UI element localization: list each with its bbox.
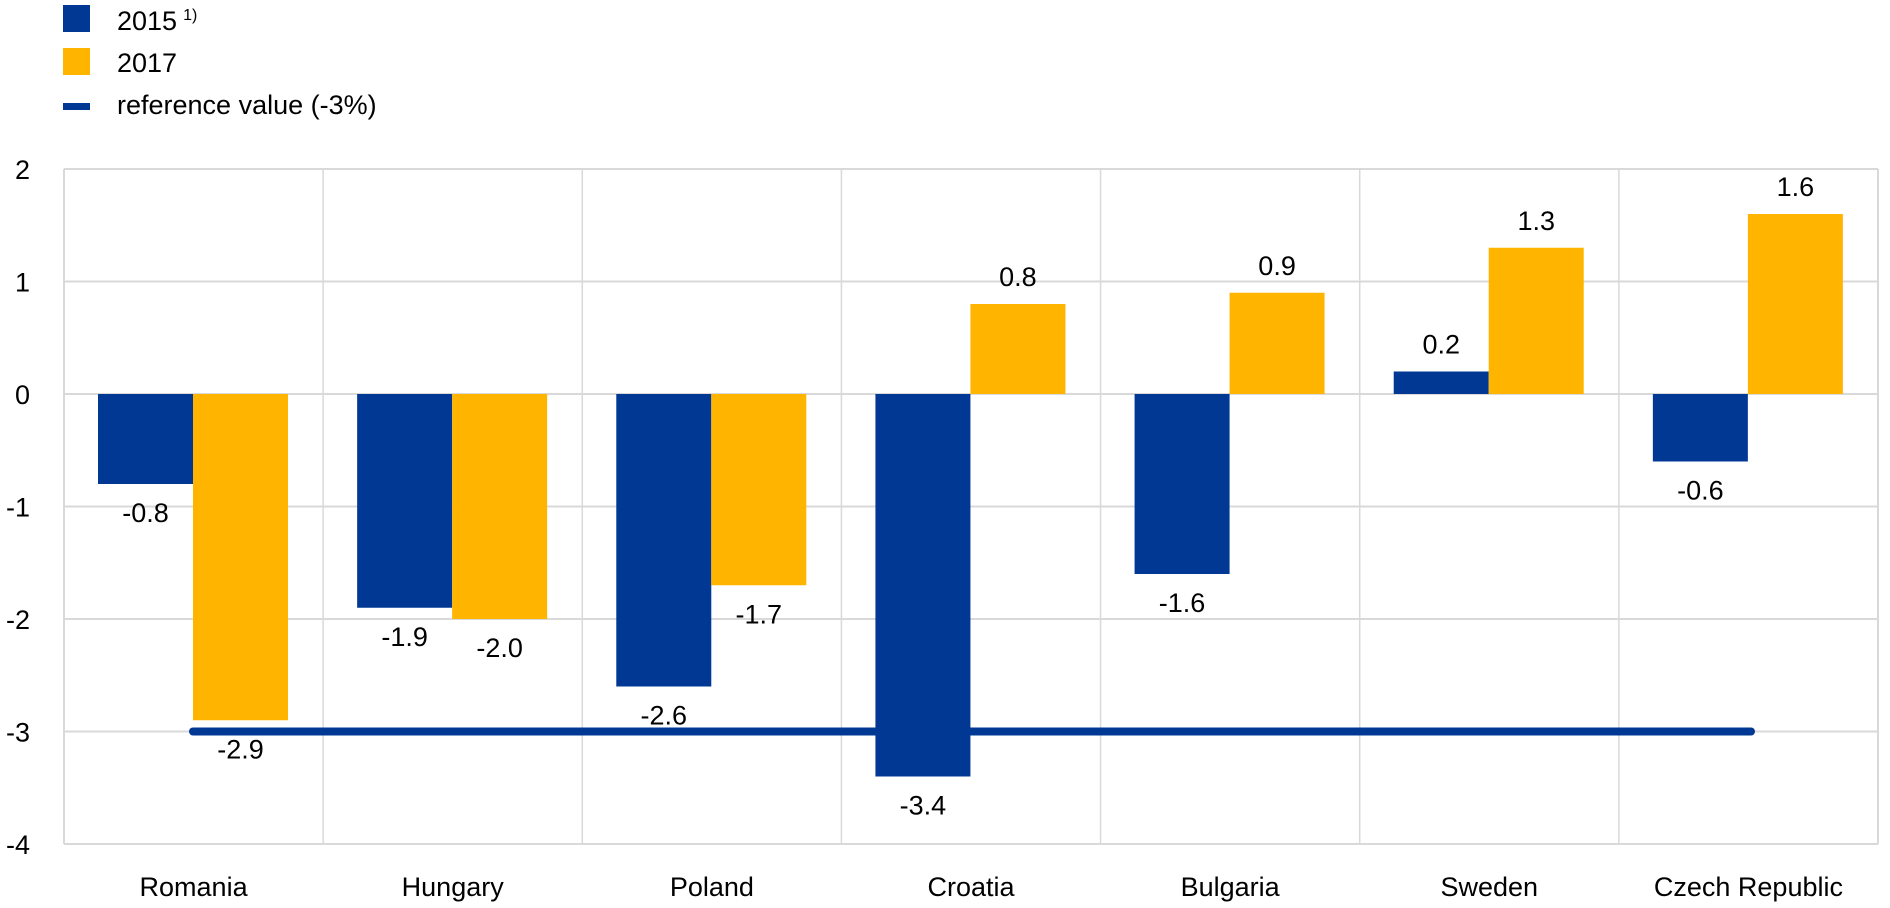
legend-swatch-2017 xyxy=(63,48,90,75)
y-tick-label: 0 xyxy=(15,380,30,410)
bar-2017 xyxy=(711,394,807,586)
bar-2015 xyxy=(98,394,193,484)
legend-swatch-reference xyxy=(63,103,90,110)
y-axis-ticks: 2 1 0 -1 -2 -3 -4 xyxy=(6,155,30,860)
value-labels: -0.8 -2.9 -1.9 -2.0 -2.6 -1.7 -3.4 0.8 -1.6 0.9 0.… xyxy=(122,172,1814,821)
y-tick-label: -1 xyxy=(6,493,30,523)
x-tick-label: Bulgaria xyxy=(1181,872,1281,902)
y-tick-label: 1 xyxy=(15,268,30,298)
data-label-2015: -3.4 xyxy=(900,791,947,821)
x-tick-label: Czech Republic xyxy=(1654,872,1843,902)
grid xyxy=(63,168,1879,845)
x-axis-ticks: Romania Hungary Poland Croatia Bulgaria Swede… xyxy=(140,872,1843,902)
data-label-2017: -2.9 xyxy=(217,734,264,764)
bar-2017 xyxy=(193,394,288,721)
data-label-2015: -0.8 xyxy=(122,498,169,528)
x-tick-label: Romania xyxy=(140,872,249,902)
y-tick-label: -2 xyxy=(6,605,30,635)
bar-2017 xyxy=(1488,247,1584,394)
x-tick-label: Sweden xyxy=(1440,872,1538,902)
bar-2017 xyxy=(1747,214,1843,394)
data-label-2015: -1.6 xyxy=(1159,588,1206,618)
data-label-2015: 0.2 xyxy=(1422,330,1460,360)
data-label-2017: 1.6 xyxy=(1777,172,1815,202)
bar-2015 xyxy=(357,394,453,608)
y-tick-label: 2 xyxy=(15,155,30,185)
data-label-2015: -1.9 xyxy=(381,622,428,652)
bar-2015 xyxy=(1393,371,1489,394)
data-label-2017: 0.8 xyxy=(999,262,1037,292)
x-tick-label: Hungary xyxy=(402,872,505,902)
bar-2017 xyxy=(452,394,548,619)
bar-2015 xyxy=(616,394,712,687)
bar-2015 xyxy=(1134,394,1230,574)
data-label-2017: 0.9 xyxy=(1258,251,1296,281)
y-tick-label: -4 xyxy=(6,830,30,860)
legend-label-2017: 2017 xyxy=(117,48,177,78)
bar-2015 xyxy=(875,394,971,777)
data-label-2017: 1.3 xyxy=(1517,206,1555,236)
x-tick-label: Croatia xyxy=(927,872,1015,902)
data-label-2015: -0.6 xyxy=(1677,476,1724,506)
data-label-2017: -2.0 xyxy=(476,633,523,663)
bar-2017 xyxy=(1229,292,1325,394)
data-label-2015: -2.6 xyxy=(641,701,688,731)
x-tick-label: Poland xyxy=(670,872,754,902)
legend: 2015 1) 2017 reference value (-3%) xyxy=(63,5,377,120)
legend-swatch-2015 xyxy=(63,5,90,32)
y-tick-label: -3 xyxy=(6,718,30,748)
legend-label-reference: reference value (-3%) xyxy=(117,90,377,120)
bars xyxy=(98,214,1843,777)
legend-label-2015: 2015 1) xyxy=(117,6,197,36)
bar-2017 xyxy=(970,304,1066,394)
data-label-2017: -1.7 xyxy=(736,599,783,629)
bar-2015 xyxy=(1652,394,1748,462)
